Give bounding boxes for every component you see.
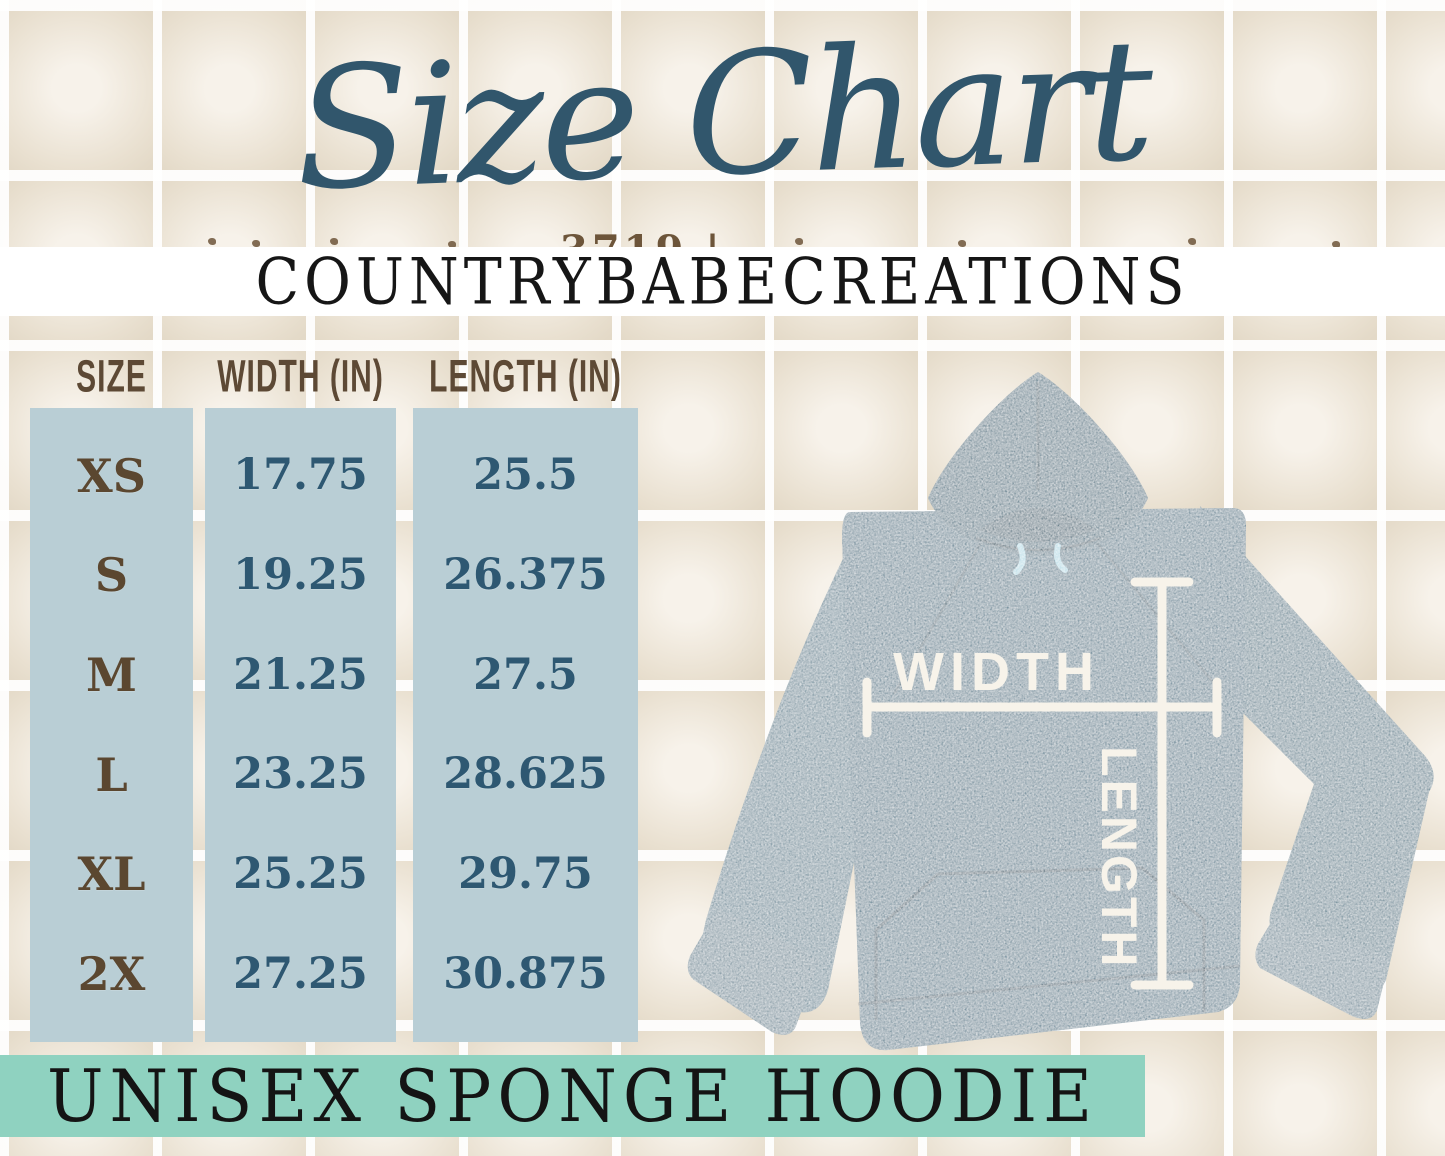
table-cell-width: 25.25: [233, 848, 368, 899]
hoodie-right-sleeve: [1200, 506, 1434, 997]
hoodie-pocket: [874, 866, 1206, 1020]
column-header-width: WIDTH (IN): [217, 352, 384, 403]
table-cell-width: 21.25: [233, 649, 368, 700]
hood-opening-shadow: [980, 508, 1096, 542]
table-cell-size: L: [95, 747, 128, 802]
table-cell-size: M: [86, 648, 137, 703]
table-cell-width: 19.25: [233, 549, 368, 600]
table-column-width: 17.75 19.25 21.25 23.25 25.25 27.25: [205, 408, 396, 1042]
hoodie-product-photo: WIDTH LENGTH: [680, 360, 1445, 1156]
column-header-size: SIZE: [76, 352, 147, 403]
obscured-text-speck: [448, 241, 456, 248]
table-column-size: XS S M L XL 2X: [30, 408, 193, 1042]
brand-band: COUNTRYBABECREATIONS: [0, 244, 1445, 319]
hoodie-left-raglan-seam: [892, 543, 982, 695]
table-cell-width: 17.75: [233, 450, 368, 501]
hoodie-hem-seam: [857, 964, 1241, 1006]
table-cell-size: 2X: [77, 947, 146, 1002]
column-header-length: LENGTH (IN): [429, 352, 622, 403]
length-label: LENGTH: [1091, 746, 1147, 970]
table-cell-width: 27.25: [233, 948, 368, 999]
neck-seam: [975, 536, 1101, 552]
table-cell-size: S: [94, 548, 129, 603]
hoodie-right-cuff: [1255, 914, 1390, 1019]
hoodie-right-raglan-seam: [1095, 541, 1219, 689]
hood-drawcord-right: [1053, 543, 1068, 573]
table-cell-size: XL: [77, 847, 146, 902]
hood-drawcord-left: [1013, 543, 1026, 575]
hoodie-illustration: WIDTH LENGTH: [687, 372, 1434, 1051]
obscured-text-speck: [1332, 241, 1340, 248]
hoodie-fabric: [687, 372, 1434, 1051]
table-cell-length: 27.5: [473, 649, 578, 700]
obscured-text-speck: [208, 238, 216, 245]
table-cell-length: 30.875: [443, 948, 608, 999]
brand-name: COUNTRYBABECREATIONS: [255, 244, 1190, 319]
product-name: UNISEX SPONGE HOODIE: [47, 1055, 1098, 1137]
hoodie-torso: [842, 508, 1246, 1051]
width-label: WIDTH: [893, 642, 1100, 702]
obscured-text-speck: [330, 238, 338, 245]
table-cell-length: 29.75: [458, 848, 593, 899]
table-column-length: 25.5 26.375 27.5 28.625 29.75 30.875: [413, 408, 638, 1042]
hoodie-left-cuff: [687, 908, 820, 1035]
obscured-text-speck: [958, 240, 966, 247]
table-cell-length: 28.625: [443, 749, 608, 800]
obscured-text-speck: [252, 240, 260, 247]
table-cell-width: 23.25: [233, 749, 368, 800]
obscured-text-speck: [795, 238, 803, 245]
table-cell-length: 26.375: [443, 549, 608, 600]
table-cell-length: 25.5: [473, 450, 578, 501]
table-cell-size: XS: [77, 448, 146, 503]
product-banner: UNISEX SPONGE HOODIE: [0, 1055, 1145, 1137]
obscured-text-speck: [1188, 238, 1196, 245]
measurement-overlay: [862, 577, 1222, 990]
obscured-text-fragment: 3719 |: [0, 229, 1445, 247]
